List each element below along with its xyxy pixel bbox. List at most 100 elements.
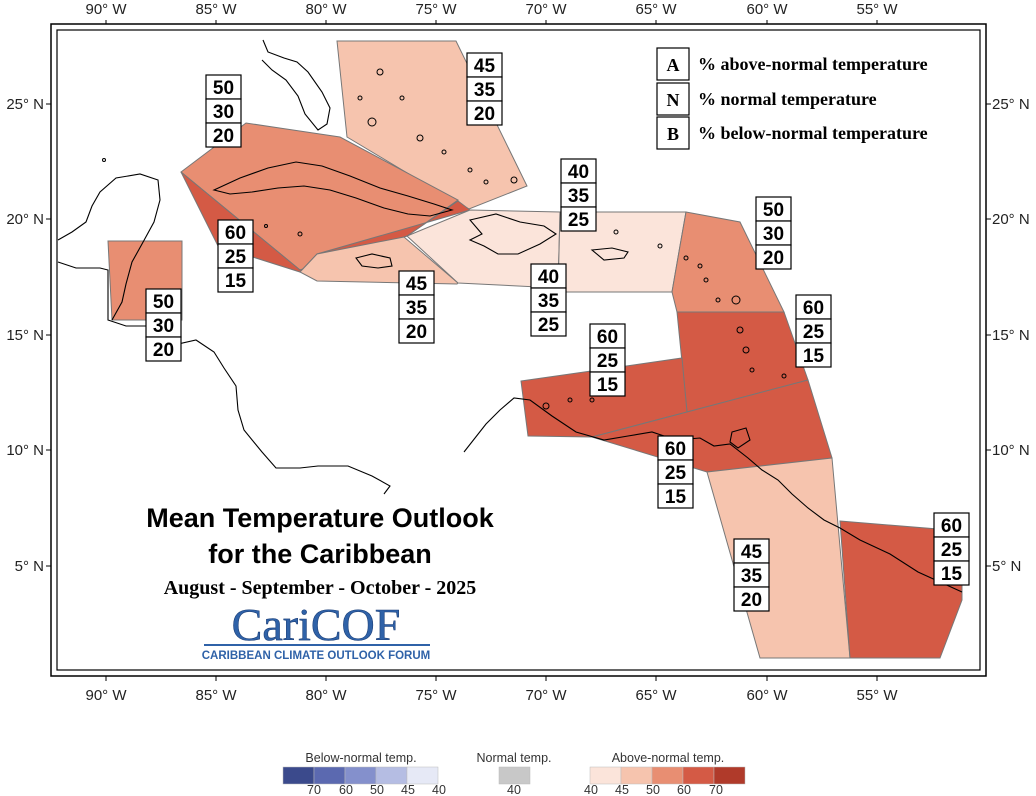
prob-normal: 35 [474, 80, 496, 101]
title-block: Mean Temperature Outlook for the Caribbe… [146, 503, 495, 599]
prob-above: 60 [225, 223, 246, 244]
scale-swatch [344, 766, 377, 785]
caricof-logo: CariCOF CARIBBEAN CLIMATE OUTLOOK FORUM [202, 599, 431, 662]
scale-swatch [313, 766, 346, 785]
prob-normal: 30 [763, 224, 784, 245]
scale-tick: 70 [709, 783, 723, 796]
lon-label: 65° W [635, 687, 677, 704]
central-america-coast [57, 261, 391, 495]
scale-label-above: Above-normal temp. [612, 751, 725, 765]
scale-tick: 45 [401, 783, 415, 796]
prob-below: 15 [803, 346, 825, 367]
title-line1: Mean Temperature Outlook [146, 503, 495, 533]
scale-tick: 50 [646, 783, 660, 796]
lon-label: 65° W [635, 1, 677, 18]
lon-label: 75° W [415, 687, 457, 704]
prob-normal: 30 [213, 102, 234, 123]
prob-normal: 35 [568, 186, 590, 207]
prob-above: 45 [741, 542, 763, 563]
scale-swatches [282, 766, 746, 785]
prob-below: 15 [941, 564, 963, 585]
lon-label: 85° W [195, 687, 237, 704]
lat-label: 20° N [992, 211, 1030, 228]
trinidad-coast [729, 427, 751, 449]
lat-label: 5° N [15, 558, 44, 575]
scale-tick: 40 [507, 783, 521, 796]
lat-label: 20° N [6, 211, 44, 228]
logo-text: CariCOF [232, 599, 401, 650]
lat-labels-left: 25° N 20° N 15° N 10° N 5° N [6, 96, 44, 575]
lat-label: 10° N [6, 442, 44, 459]
lat-label: 25° N [992, 96, 1030, 113]
probability-box: 45 35 20 [733, 538, 770, 612]
lon-label: 90° W [85, 687, 127, 704]
scale-label-normal: Normal temp. [476, 751, 551, 765]
lat-labels-right: 25° N 20° N 15° N 10° N 5° N [992, 96, 1030, 575]
small-islands [102, 68, 787, 410]
probability-box: 50 30 20 [145, 288, 182, 362]
logo-caption: CARIBBEAN CLIMATE OUTLOOK FORUM [202, 650, 431, 662]
prob-below: 25 [568, 210, 590, 231]
lat-label: 10° N [992, 442, 1030, 459]
scale-swatch [282, 766, 315, 785]
lat-label: 15° N [6, 327, 44, 344]
scale-swatch [589, 766, 622, 785]
color-scale: Below-normal temp. Normal temp. Above-no… [282, 751, 746, 796]
probability-box: 60 25 15 [795, 294, 832, 368]
prob-below: 20 [763, 248, 784, 269]
prob-normal: 25 [941, 540, 963, 561]
lon-label: 85° W [195, 1, 237, 18]
lon-label: 60° W [746, 1, 788, 18]
key-letter: B [667, 124, 679, 144]
scale-swatch [406, 766, 439, 785]
prob-above: 50 [153, 292, 174, 313]
probability-boxes: 45 35 20 50 30 20 60 25 15 50 30 20 45 35 20 40 35 25 40 35… [145, 52, 970, 612]
prob-above: 60 [803, 298, 824, 319]
prob-above: 50 [213, 78, 234, 99]
scale-tick: 60 [677, 783, 691, 796]
key-text: % normal temperature [698, 89, 877, 109]
prob-below: 20 [153, 340, 174, 361]
lon-label: 70° W [525, 687, 567, 704]
prob-below: 15 [225, 271, 247, 292]
prob-below: 15 [597, 375, 619, 396]
lon-label: 55° W [856, 1, 898, 18]
prob-normal: 35 [741, 566, 763, 587]
lon-label: 80° W [305, 1, 347, 18]
axes: 90° W 85° W 80° W 75° W 70° W 65° W 60° … [6, 1, 1029, 704]
puerto-rico-coast [590, 247, 629, 261]
probability-box: 60 25 15 [217, 219, 254, 293]
key-legend: A N B % above-normal temperature % norma… [656, 47, 928, 150]
key-letter: N [667, 90, 680, 110]
lon-label: 60° W [746, 687, 788, 704]
scale-tick: 45 [615, 783, 629, 796]
prob-normal: 25 [225, 247, 247, 268]
prob-below: 15 [665, 487, 687, 508]
lon-labels-top: 90° W 85° W 80° W 75° W 70° W 65° W 60° … [85, 1, 898, 18]
cuba-coast [212, 161, 454, 217]
prob-normal: 25 [665, 463, 687, 484]
scale-swatch [498, 766, 531, 785]
prob-below: 20 [406, 322, 427, 343]
prob-normal: 30 [153, 316, 174, 337]
probability-box: 40 35 25 [530, 263, 567, 337]
lon-label: 55° W [856, 687, 898, 704]
probability-box: 60 25 15 [589, 323, 626, 397]
lon-labels-bottom: 90° W 85° W 80° W 75° W 70° W 65° W 60° … [85, 687, 898, 704]
florida-coast [261, 39, 331, 131]
prob-normal: 35 [538, 291, 560, 312]
lon-label: 75° W [415, 1, 457, 18]
prob-normal: 25 [597, 351, 619, 372]
hispaniola-coast [468, 213, 558, 255]
probability-box: 45 35 20 [466, 52, 503, 126]
lat-label: 5° N [992, 558, 1021, 575]
yucatan-coast [57, 173, 161, 321]
scale-swatch [375, 766, 408, 785]
probability-box: 60 25 15 [933, 512, 970, 586]
coastlines [57, 39, 963, 593]
key-letter: A [667, 55, 680, 75]
scale-tick: 40 [432, 783, 446, 796]
lon-label: 80° W [305, 687, 347, 704]
prob-below: 25 [538, 315, 560, 336]
